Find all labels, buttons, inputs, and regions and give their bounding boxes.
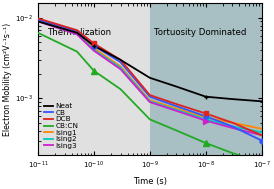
Neat xyxy=(92,45,96,47)
CB xyxy=(92,45,96,47)
Neat xyxy=(175,85,178,88)
CB:CN xyxy=(231,152,234,154)
Ising3 xyxy=(148,101,152,103)
Ising2 xyxy=(260,131,263,133)
X-axis label: Time (s): Time (s) xyxy=(133,177,167,186)
Ising2 xyxy=(231,125,234,128)
Ising1 xyxy=(92,47,96,49)
CB xyxy=(204,115,207,117)
Ising1 xyxy=(204,116,207,119)
Line: Ising1: Ising1 xyxy=(38,20,262,129)
Ising3 xyxy=(175,110,178,112)
Neat xyxy=(36,20,39,22)
CB:CN xyxy=(175,129,178,132)
Ising2 xyxy=(148,100,152,102)
DCB xyxy=(204,112,207,115)
CB:CN xyxy=(36,32,39,34)
Ising3 xyxy=(231,127,234,129)
Y-axis label: Electron Mobility (cm²V⁻¹s⁻¹): Electron Mobility (cm²V⁻¹s⁻¹) xyxy=(4,22,13,136)
Ising1 xyxy=(175,107,178,110)
Ising2 xyxy=(92,49,96,51)
Text: Thermalization: Thermalization xyxy=(48,28,112,37)
CB:CN xyxy=(204,142,207,144)
CB:CN xyxy=(119,88,122,90)
Neat xyxy=(75,32,79,34)
Ising1 xyxy=(36,19,39,21)
CB xyxy=(148,96,152,98)
Neat xyxy=(204,96,207,98)
DCB xyxy=(92,42,96,45)
CB:CN xyxy=(260,161,263,164)
Neat xyxy=(148,77,152,79)
CB:CN xyxy=(92,70,96,72)
Neat xyxy=(119,59,122,61)
Ising3 xyxy=(75,33,79,36)
Ising1 xyxy=(75,32,79,34)
Legend: Neat, CB, DCB, CB:CN, Ising1, Ising2, Ising3: Neat, CB, DCB, CB:CN, Ising1, Ising2, Is… xyxy=(44,102,79,150)
Ising1 xyxy=(231,122,234,124)
Ising3 xyxy=(92,50,96,52)
Ising3 xyxy=(119,68,122,70)
Text: Tortuosity Dominated: Tortuosity Dominated xyxy=(154,28,247,37)
DCB xyxy=(175,103,178,105)
Line: CB:CN: CB:CN xyxy=(38,33,262,163)
Ising2 xyxy=(119,67,122,69)
Ising2 xyxy=(204,118,207,120)
DCB xyxy=(231,122,234,124)
DCB xyxy=(148,94,152,96)
CB:CN xyxy=(148,118,152,120)
Neat xyxy=(231,98,234,100)
Bar xyxy=(38,3,150,155)
Ising2 xyxy=(175,109,178,111)
Ising1 xyxy=(260,128,263,130)
Ising3 xyxy=(36,20,39,22)
DCB xyxy=(36,17,39,19)
CB xyxy=(75,30,79,32)
Ising3 xyxy=(260,134,263,136)
Ising1 xyxy=(148,99,152,101)
Line: Neat: Neat xyxy=(38,21,262,101)
CB:CN xyxy=(75,50,79,53)
Ising1 xyxy=(119,65,122,67)
CB xyxy=(231,125,234,128)
Ising3 xyxy=(204,119,207,122)
Ising2 xyxy=(36,19,39,22)
CB xyxy=(260,139,263,142)
Line: DCB: DCB xyxy=(38,18,262,135)
Line: Ising3: Ising3 xyxy=(38,21,262,135)
Line: Ising2: Ising2 xyxy=(38,21,262,132)
Ising2 xyxy=(75,33,79,35)
DCB xyxy=(260,134,263,136)
Neat xyxy=(260,100,263,102)
Line: CB: CB xyxy=(38,19,262,141)
CB xyxy=(175,105,178,107)
CB xyxy=(36,18,39,21)
DCB xyxy=(75,29,79,31)
CB xyxy=(119,61,122,64)
DCB xyxy=(119,59,122,61)
